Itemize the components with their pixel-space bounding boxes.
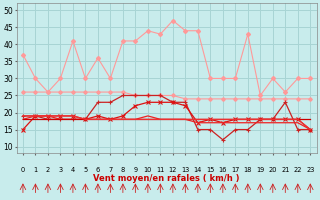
X-axis label: Vent moyen/en rafales ( km/h ): Vent moyen/en rafales ( km/h ) — [93, 174, 240, 183]
